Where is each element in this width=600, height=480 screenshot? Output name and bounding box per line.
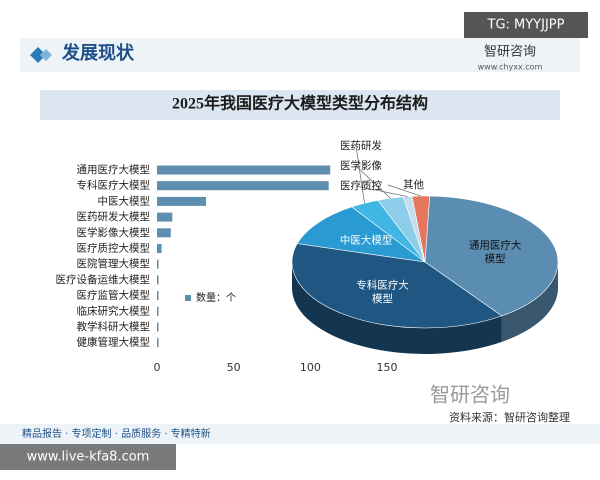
slice-label: 医疗质控 [340,179,382,192]
watermark: TG: MYYJJPP [487,18,565,33]
watermark-box [0,444,176,470]
slice-label: 医药研发 [340,139,382,152]
bar [157,181,329,191]
x-tick-label: 50 [227,361,241,374]
y-tick-label: 医疗设备运维大模型 [56,273,151,286]
y-tick-label: 临床研究大模型 [77,304,151,317]
header-icon [30,47,46,63]
bar [157,338,159,348]
pie-slice [411,195,430,263]
footer-brand: 智研咨询 [430,383,510,407]
bar [157,322,159,332]
pie-side [292,262,502,354]
y-tick-label: 医院管理大模型 [77,257,151,270]
leader-line [387,184,421,197]
plot: 0 50 100 150通用医疗大模型专科医疗大模型中医大模型医药研发大模型医学影像大… [56,139,559,374]
bar [157,212,173,222]
slice-label: 中医大模型 [340,233,393,246]
leader-line [355,165,391,199]
bar [157,244,162,253]
y-tick-label: 医药研发大模型 [77,210,151,223]
x-tick-label: 150 [377,361,398,374]
watermark: www.live-kfa8.com [27,450,150,465]
bar [157,259,159,269]
pie-side [501,262,558,342]
pie-slice [291,243,503,329]
y-tick-label: 健康管理大模型 [77,336,151,349]
header-icon [40,49,52,61]
y-tick-label: 教学科研大模型 [77,320,151,333]
chart-title: 2025年我国医疗大模型类型分布结构 [172,94,428,113]
y-tick-label: 医疗监管大模型 [77,289,151,302]
bar [157,196,207,206]
legend-swatch [185,295,191,301]
header-bar [20,38,580,72]
legend-label: 数量：个 [196,291,236,304]
slice-label: 通用医疗大模型 [469,238,522,265]
title-banner [40,90,560,120]
x-tick-label: 0 [154,361,161,374]
bar [157,228,171,238]
y-tick-label: 医疗质控大模型 [77,242,151,255]
slice-label: 其他 [403,178,424,191]
y-tick-label: 中医大模型 [98,194,151,207]
site: www.chyxx.com [478,63,543,72]
section-title: 发展现状 [61,42,135,63]
slogan: 精品报告 · 专项定制 · 品质服务 · 专精特新 [22,427,211,440]
bar [157,291,159,301]
slice-label: 专科医疗大模型 [356,278,409,305]
leader-line [355,185,408,197]
y-tick-label: 通用医疗大模型 [77,163,151,176]
bar [157,306,159,316]
y-tick-label: 医学影像大模型 [77,226,151,239]
bar [157,165,331,175]
footer-bar [0,424,600,444]
y-tick-label: 专科医疗大模型 [77,179,151,192]
source: 资料来源：智研咨询整理 [449,410,570,424]
pie-slice [424,195,559,317]
leader-line [355,145,365,204]
x-tick-label: 100 [300,361,321,374]
watermark-box [464,12,588,38]
bar [157,275,159,285]
pie-slice [296,206,426,263]
slice-label: 医学影像 [340,159,382,172]
brand: 智研咨询 [484,45,536,60]
